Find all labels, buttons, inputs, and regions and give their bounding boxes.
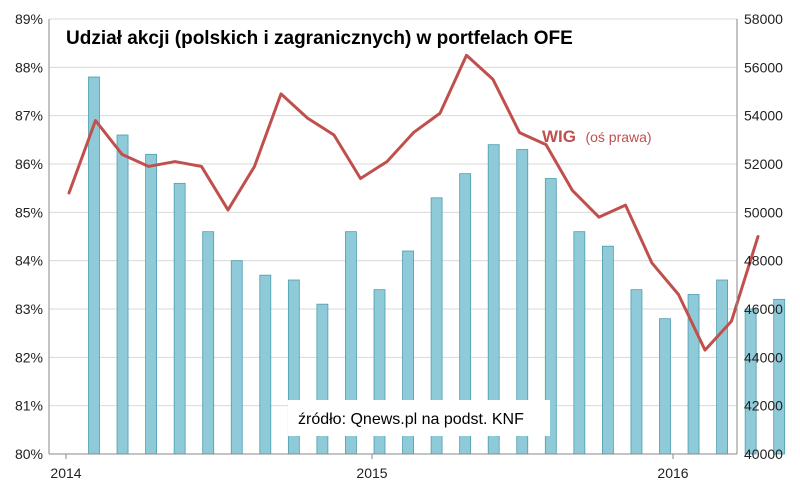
line-series [67, 53, 760, 352]
series-name-wig: WIG [542, 127, 576, 146]
right-tick-label: 52000 [744, 156, 783, 172]
left-tick-label: 89% [15, 11, 43, 27]
bar [602, 245, 614, 455]
wig-line [67, 53, 760, 352]
x-tick-label: 2014 [50, 465, 81, 481]
series-note-wig: (oś prawa) [585, 129, 651, 145]
right-tick-label: 44000 [744, 349, 783, 365]
left-tick-label: 88% [15, 59, 43, 75]
right-tick-label: 54000 [744, 108, 783, 124]
right-tick-label: 46000 [744, 301, 783, 317]
right-tick-label: 58000 [744, 11, 783, 27]
bar [630, 289, 643, 455]
bar [773, 298, 786, 455]
x-tick-label: 2016 [657, 465, 688, 481]
bar [116, 134, 129, 455]
series-label-wig: WIG (oś prawa) [542, 127, 652, 146]
left-tick-label: 82% [15, 349, 43, 365]
source-note: źródło: Qnews.pl na podst. KNF [298, 411, 524, 428]
bar [173, 182, 186, 455]
source-note-box [288, 400, 550, 436]
x-tick-label: 2015 [356, 465, 387, 481]
bar [259, 274, 272, 455]
x-axis-ticks: 2014 2015 2016 [50, 454, 689, 481]
bar [573, 231, 586, 455]
right-tick-label: 50000 [744, 204, 783, 220]
axes [48, 19, 738, 455]
left-tick-label: 81% [15, 398, 43, 414]
left-tick-label: 85% [15, 204, 43, 220]
left-axis-ticks: 80% 81% 82% 83% 84% 85% 86% 87% 88% 89% [15, 11, 43, 462]
bar [659, 318, 671, 455]
right-tick-label: 48000 [744, 253, 783, 269]
bar [744, 308, 757, 455]
bar [716, 279, 728, 455]
left-tick-label: 83% [15, 301, 43, 317]
left-tick-label: 86% [15, 156, 43, 172]
bar [145, 153, 158, 455]
right-tick-label: 42000 [744, 398, 783, 414]
bar [202, 231, 215, 455]
chart-title: Udział akcji (polskich i zagranicznych) … [66, 28, 573, 49]
bar [230, 260, 243, 455]
left-tick-label: 84% [15, 253, 43, 269]
left-tick-label: 87% [15, 108, 43, 124]
right-axis-ticks: 40000 42000 44000 46000 48000 50000 52000 54000… [744, 11, 783, 462]
right-tick-label: 40000 [744, 446, 783, 462]
right-tick-label: 56000 [744, 59, 783, 75]
left-tick-label: 80% [15, 446, 43, 462]
